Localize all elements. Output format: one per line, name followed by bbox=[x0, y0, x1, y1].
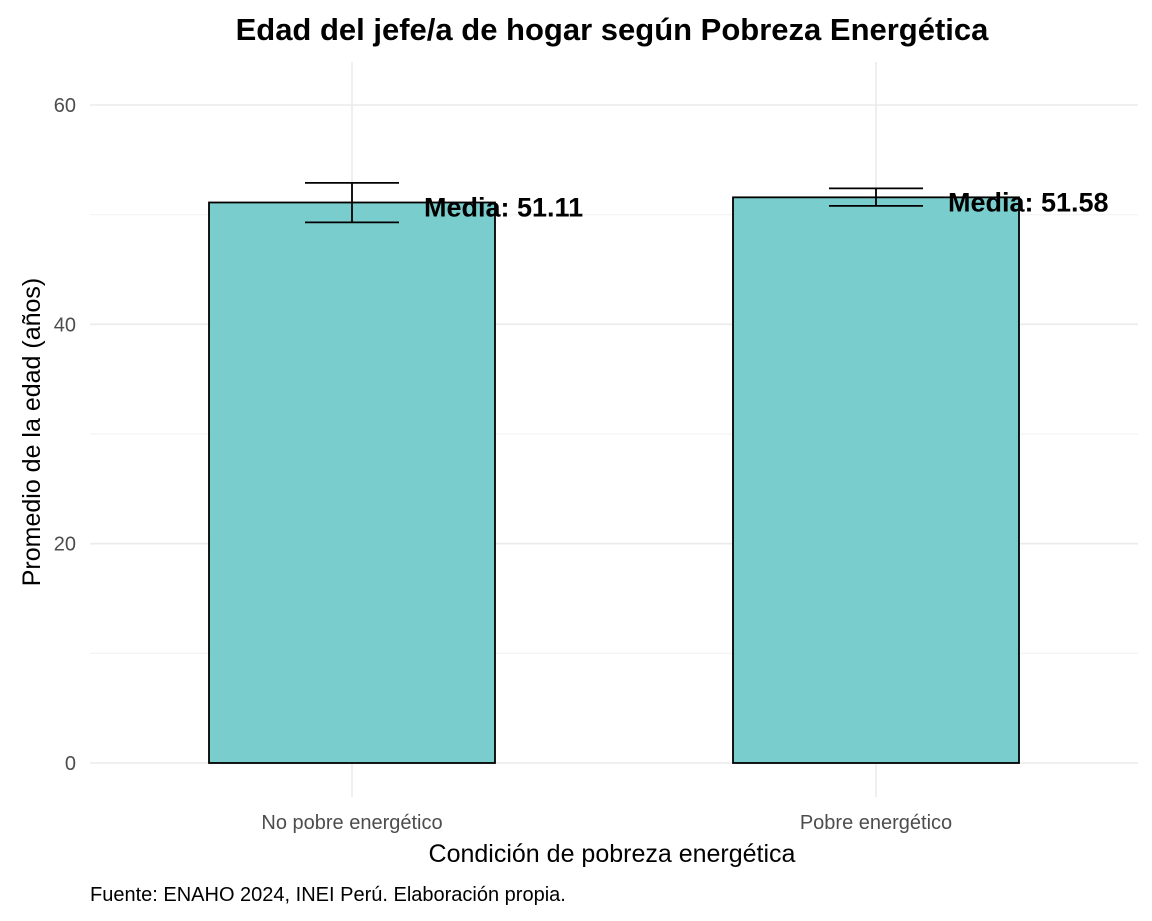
x-tick-label: Pobre energético bbox=[800, 812, 952, 834]
source-caption: Fuente: ENAHO 2024, INEI Perú. Elaboraci… bbox=[90, 884, 566, 906]
x-axis-ticks: No pobre energético Pobre energético bbox=[261, 812, 952, 834]
chart-title: Edad del jefe/a de hogar según Pobreza E… bbox=[236, 12, 990, 47]
y-tick-label: 0 bbox=[65, 753, 76, 775]
bars bbox=[208, 196, 1020, 764]
error-bars bbox=[305, 181, 923, 224]
y-axis-ticks: 0 20 40 60 bbox=[54, 95, 76, 775]
y-tick-label: 60 bbox=[54, 95, 76, 117]
y-axis-label: Promedio de la edad (años) bbox=[18, 278, 46, 587]
x-axis-label: Condición de pobreza energética bbox=[429, 840, 796, 868]
x-tick-label: No pobre energético bbox=[261, 812, 442, 834]
y-tick-label: 40 bbox=[54, 314, 76, 336]
data-labels: Media: 51.11 Media: 51.58 bbox=[424, 187, 1109, 222]
data-label: Media: 51.58 bbox=[948, 187, 1109, 217]
bar bbox=[208, 201, 496, 764]
data-label: Media: 51.11 bbox=[424, 192, 583, 222]
y-tick-label: 20 bbox=[54, 534, 76, 556]
bar bbox=[732, 196, 1020, 764]
